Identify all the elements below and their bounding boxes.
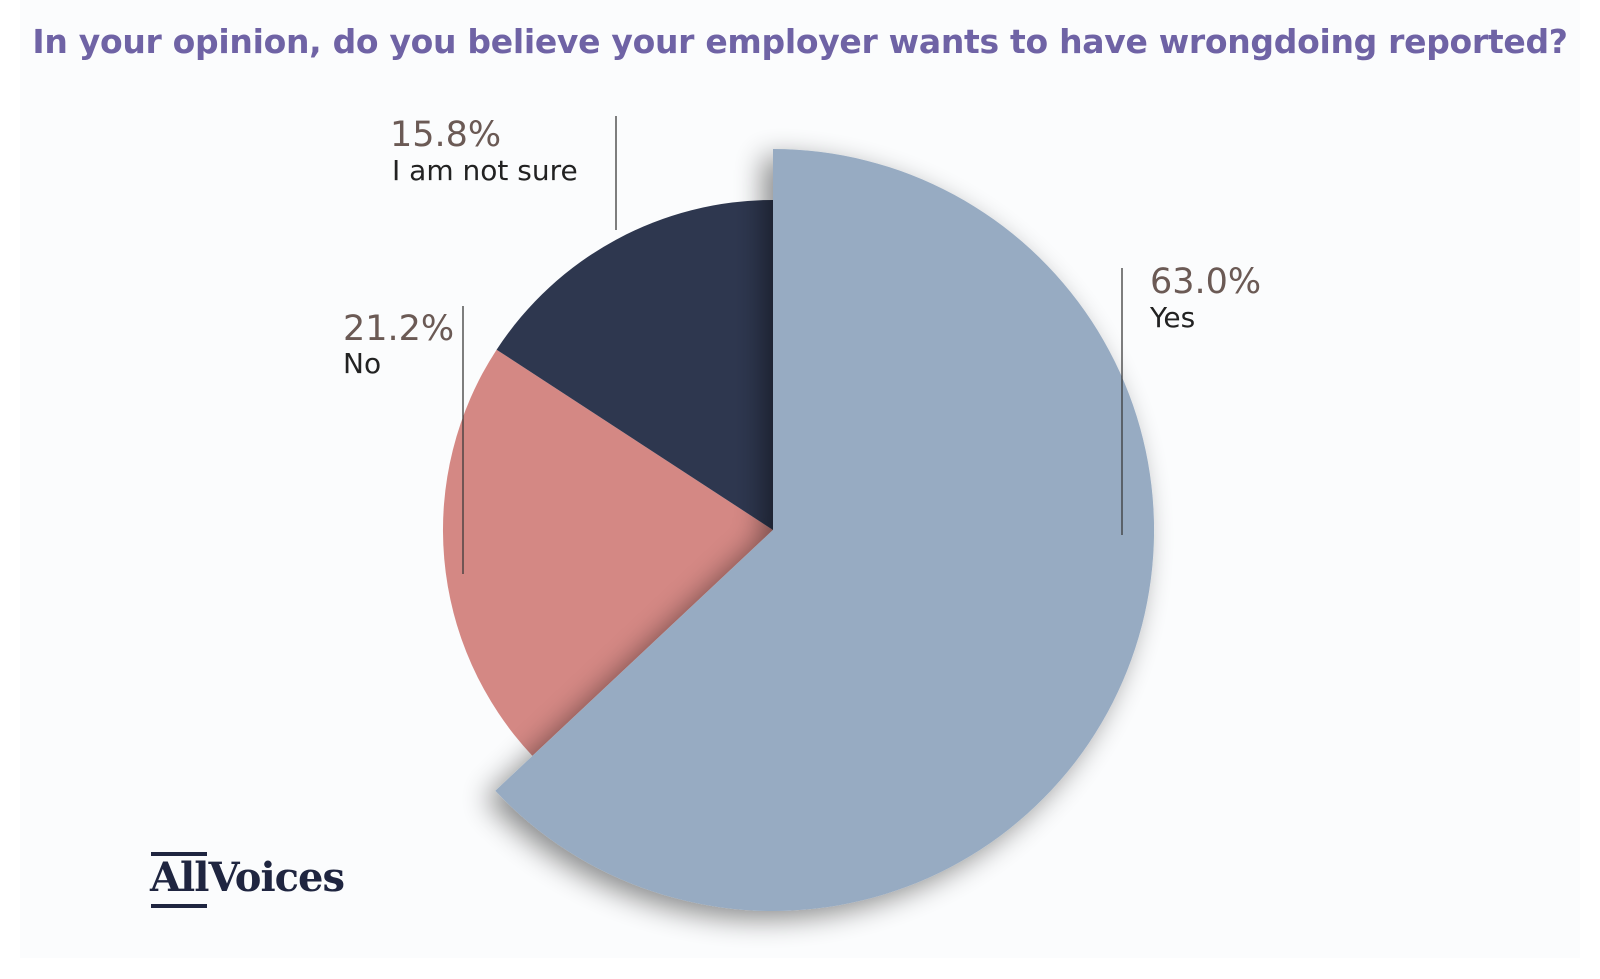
chart-title: In your opinion, do you believe your emp… (32, 22, 1568, 61)
slice-not-sure-label: I am not sure (392, 154, 578, 187)
slice-yes-percent: 63.0% (1150, 262, 1261, 302)
logo-text: AllVoices (150, 854, 345, 901)
leader-lines (462, 116, 1123, 574)
pie-slice-yes (495, 148, 1155, 911)
slice-no-percent: 21.2% (343, 309, 454, 349)
logo-text-voices: Voices (208, 854, 345, 901)
allvoices-logo: AllVoices (150, 850, 350, 910)
pie-slice-no (442, 349, 773, 756)
slice-no-label: No (343, 347, 381, 380)
logo-bottom-bar (151, 904, 207, 908)
slice-yes-label: Yes (1149, 301, 1195, 334)
pie-slice-i-am-not-sure (496, 200, 773, 530)
slice-not-sure-percent: 15.8% (390, 115, 501, 155)
logo-text-all: All (150, 854, 209, 901)
pie-slices (442, 148, 1155, 911)
logo-top-bar (151, 852, 207, 856)
